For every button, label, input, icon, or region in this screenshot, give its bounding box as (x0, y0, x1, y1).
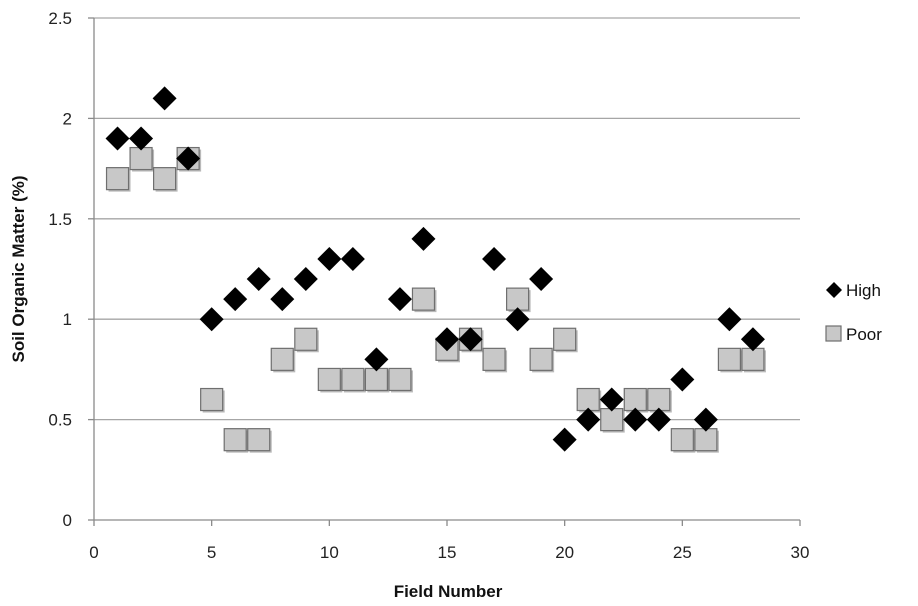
high-point (176, 146, 201, 171)
y-tick-label: 2 (63, 109, 72, 128)
high-point (270, 287, 295, 312)
high-point (129, 126, 154, 151)
x-axis-title: Field Number (394, 582, 503, 601)
y-tick-label: 1 (63, 310, 72, 329)
high-point (717, 307, 742, 332)
high-point (552, 427, 577, 452)
poor-point (105, 167, 130, 191)
legend-high-marker (826, 282, 842, 298)
y-axis-title: Soil Organic Matter (%) (9, 175, 28, 362)
high-point (435, 327, 459, 352)
x-tick-label: 10 (320, 543, 339, 562)
x-tick-label: 15 (438, 543, 457, 562)
high-point (152, 86, 177, 111)
poor-point (741, 347, 765, 371)
poor-point (153, 167, 177, 191)
high-point (529, 267, 554, 292)
high-point (199, 307, 224, 332)
poor-point (553, 327, 577, 351)
poor-point (647, 387, 671, 412)
high-point (411, 226, 436, 251)
high-point (317, 246, 342, 271)
series-high (105, 86, 765, 452)
y-tick-labels: 0 0.5 1 1.5 2 2.5 (48, 9, 72, 530)
high-point (505, 307, 530, 332)
high-point (105, 126, 130, 151)
poor-point (247, 428, 271, 452)
high-point (293, 267, 318, 292)
poor-point (129, 146, 153, 171)
high-point (693, 407, 718, 432)
poor-point (200, 387, 224, 412)
high-point (246, 267, 271, 292)
y-tick-label: 1.5 (48, 210, 72, 229)
high-point (670, 367, 695, 392)
y-tick-label: 0.5 (48, 411, 72, 430)
poor-point (294, 327, 318, 351)
high-point (387, 287, 412, 312)
poor-point (600, 408, 624, 432)
high-point (482, 246, 507, 271)
series-poor (105, 146, 766, 453)
poor-point (506, 287, 530, 311)
high-point (458, 327, 483, 352)
legend: High Poor (825, 281, 882, 344)
x-tick-label: 20 (555, 543, 574, 562)
poor-point (388, 367, 412, 392)
poor-point (223, 428, 247, 452)
high-point (740, 327, 765, 352)
poor-point (341, 367, 365, 392)
poor-point (717, 347, 742, 371)
y-tick-label: 0 (63, 511, 72, 530)
high-point (599, 387, 624, 412)
x-tick-label: 25 (673, 543, 692, 562)
high-point (576, 407, 601, 432)
poor-point (576, 387, 600, 412)
poor-point (694, 428, 718, 452)
high-point (223, 287, 248, 312)
high-point (623, 407, 648, 432)
poor-point (411, 287, 436, 311)
high-point (364, 347, 389, 372)
poor-point (623, 387, 647, 412)
poor-point (529, 347, 553, 371)
axes (88, 17, 801, 526)
poor-point (482, 347, 506, 371)
legend-poor-marker (825, 325, 842, 342)
high-point (340, 246, 365, 271)
legend-poor-label: Poor (846, 325, 882, 344)
x-tick-labels: 0 5 10 15 20 25 30 (89, 543, 809, 562)
poor-point (364, 367, 388, 392)
y-tick-label: 2.5 (48, 9, 72, 28)
x-tick-label: 30 (791, 543, 810, 562)
poor-point (317, 367, 341, 392)
x-tick-label: 5 (207, 543, 216, 562)
poor-point (270, 347, 294, 371)
legend-high-label: High (846, 281, 881, 300)
high-point (646, 407, 671, 432)
x-tick-label: 0 (89, 543, 98, 562)
poor-point (670, 428, 694, 452)
